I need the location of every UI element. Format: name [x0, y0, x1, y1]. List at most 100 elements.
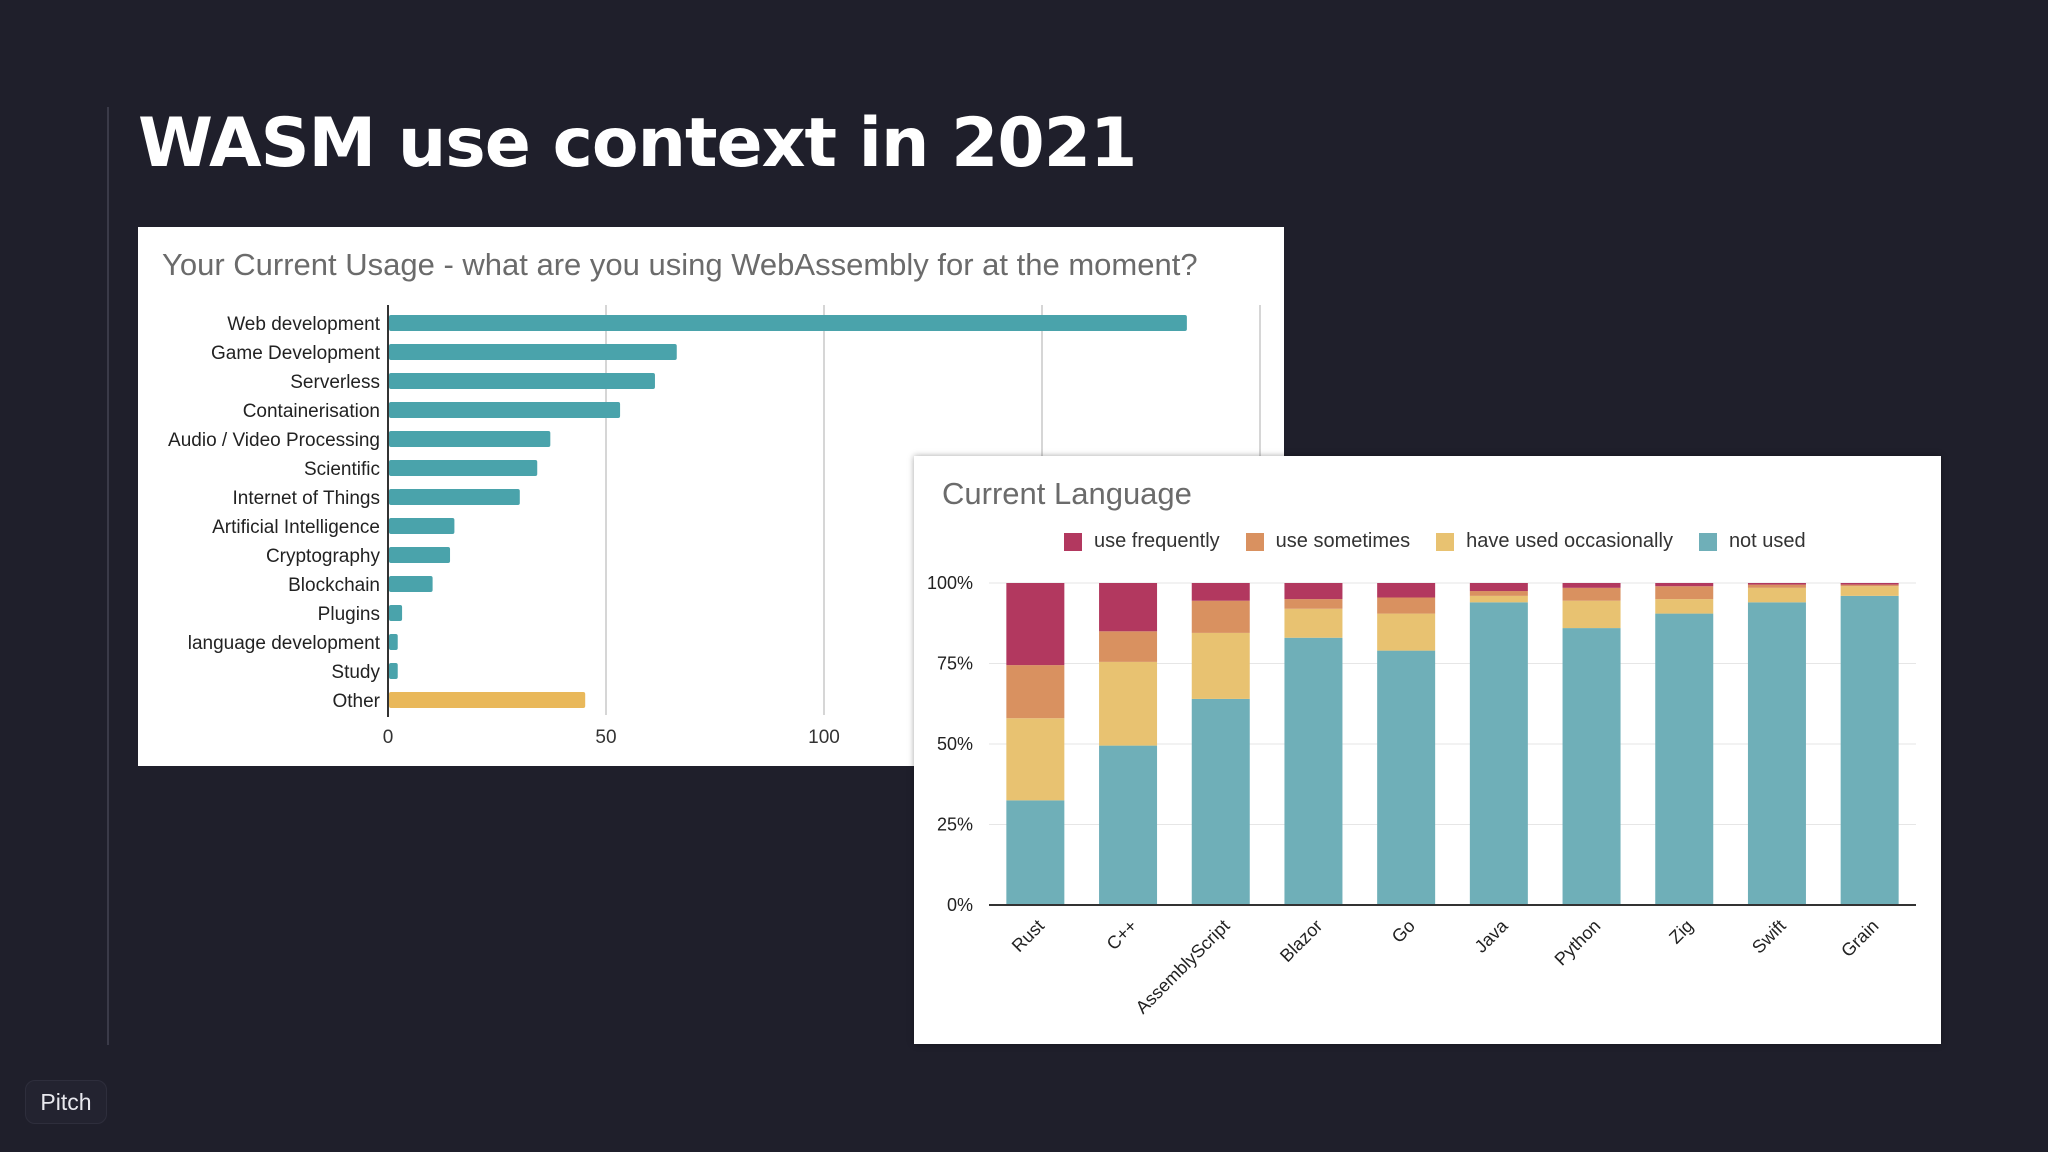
- usage-x-tick-label: 0: [383, 727, 394, 748]
- usage-category-label: Blockchain: [288, 575, 380, 596]
- lang-stack-segment: [1840, 586, 1899, 596]
- lang-x-category-label: Zig: [1665, 916, 1697, 948]
- lang-x-category-label: Blazor: [1276, 916, 1326, 966]
- usage-chart-svg: 0 50 100 Web development Game Development Ser…: [168, 305, 1261, 748]
- legend-label: have used occasionally: [1466, 530, 1673, 552]
- legend-swatch: [1698, 532, 1717, 551]
- lang-stack-segment: [1006, 800, 1065, 905]
- lang-stack-segment: [1469, 591, 1528, 596]
- usage-bar: [389, 518, 455, 534]
- lang-stack-segment: [1284, 599, 1343, 609]
- lang-x-category-label: Java: [1471, 915, 1513, 957]
- slide-title: WASM use context in 2021: [138, 104, 1137, 183]
- usage-x-tick-label: 50: [595, 727, 616, 748]
- legend-swatch: [1064, 532, 1082, 551]
- lang-stack-segment: [1191, 600, 1250, 633]
- usage-bar: [389, 402, 621, 418]
- lang-stack-segment: [1191, 632, 1250, 699]
- lang-stack-segment: [1655, 586, 1714, 600]
- language-chart-svg: 0% 25% 50% 75% 100% Rust C++AssemblyScript Blaz…: [927, 573, 1916, 1018]
- legend-label: use sometimes: [1275, 530, 1411, 552]
- usage-category-label: Serverless: [290, 372, 380, 393]
- lang-stack-segment: [1099, 745, 1158, 905]
- usage-x-tick-label: 100: [808, 727, 840, 748]
- lang-stack-segment: [1377, 597, 1436, 614]
- legend-item: use sometimes: [1245, 530, 1411, 553]
- lang-x-category-label: Rust: [1008, 916, 1048, 956]
- lang-stack-segment: [1562, 628, 1621, 905]
- usage-category-label: language development: [188, 633, 381, 654]
- usage-category-label: Internet of Things: [232, 488, 380, 509]
- lang-x-category-label: AssemblyScript: [1132, 916, 1234, 1018]
- usage-bar: [389, 344, 677, 360]
- usage-bar: [389, 576, 433, 592]
- lang-stack-segment: [1377, 650, 1436, 905]
- usage-bar: [389, 634, 398, 650]
- legend-swatch: [1245, 532, 1264, 551]
- usage-bar: [389, 373, 655, 389]
- lang-stack-segment: [1469, 583, 1528, 592]
- legend-item: not used: [1698, 530, 1806, 553]
- lang-stack-segment: [1006, 583, 1065, 666]
- language-chart-title: Current Language: [942, 476, 1192, 511]
- usage-category-label: Audio / Video Processing: [168, 430, 380, 451]
- lang-stack-segment: [1655, 583, 1714, 587]
- usage-bar: [389, 315, 1187, 331]
- usage-bar: [389, 489, 520, 505]
- lang-y-tick-label: 50%: [937, 734, 973, 754]
- lang-stack-segment: [1562, 587, 1621, 601]
- lang-stack-segment: [1006, 718, 1065, 801]
- usage-chart-title: Your Current Usage - what are you using …: [162, 247, 1198, 282]
- lang-y-tick-label: 0%: [947, 895, 973, 915]
- lang-stack-segment: [1840, 595, 1899, 905]
- lang-stack-segment: [1469, 602, 1528, 905]
- lang-stack-segment: [1840, 583, 1899, 585]
- lang-stack-segment: [1840, 584, 1899, 587]
- pitch-logo: Pitch: [25, 1080, 107, 1124]
- lang-stack-segment: [1099, 631, 1158, 662]
- slide-accent-line: [107, 107, 109, 1045]
- legend-swatch: [1436, 532, 1455, 551]
- lang-stack-segment: [1006, 665, 1065, 719]
- usage-category-label: Artificial Intelligence: [212, 517, 380, 538]
- usage-bar: [389, 692, 586, 708]
- lang-y-tick-label: 100%: [927, 573, 973, 593]
- lang-y-tick-label: 25%: [937, 815, 973, 835]
- legend-label: use frequently: [1094, 530, 1220, 552]
- language-chart-card: Current Language use frequently use somet…: [914, 456, 1941, 1044]
- lang-stack-segment: [1284, 583, 1343, 600]
- lang-stack-segment: [1469, 595, 1528, 603]
- lang-stack-segment: [1284, 608, 1343, 638]
- legend-label: not used: [1728, 530, 1806, 552]
- usage-bar: [389, 663, 398, 679]
- usage-category-label: Cryptography: [266, 546, 381, 567]
- usage-category-label: Web development: [227, 314, 381, 335]
- lang-x-category-label: C++: [1103, 916, 1141, 954]
- usage-bar: [389, 605, 403, 621]
- lang-stack-segment: [1747, 584, 1806, 588]
- lang-stack-segment: [1562, 600, 1621, 629]
- usage-bar: [389, 547, 451, 563]
- lang-stack-segment: [1655, 599, 1714, 614]
- usage-category-label: Game Development: [211, 343, 381, 364]
- lang-x-category-label: Grain: [1837, 916, 1882, 961]
- lang-stack-segment: [1562, 583, 1621, 588]
- usage-category-label: Other: [332, 691, 380, 712]
- usage-bar: [389, 431, 551, 447]
- language-chart-legend: use frequently use sometimes have used occ…: [1064, 530, 1806, 553]
- lang-stack-segment: [1747, 583, 1806, 585]
- usage-category-label: Study: [331, 662, 380, 683]
- lang-stack-segment: [1655, 613, 1714, 905]
- usage-bar: [389, 460, 538, 476]
- lang-x-category-label: Swift: [1748, 916, 1790, 958]
- lang-y-tick-label: 75%: [937, 654, 973, 674]
- lang-stack-segment: [1284, 637, 1343, 905]
- lang-stack-segment: [1747, 602, 1806, 905]
- lang-stack-segment: [1099, 661, 1158, 746]
- lang-stack-segment: [1747, 587, 1806, 603]
- usage-category-label: Plugins: [318, 604, 380, 625]
- lang-x-category-label: Go: [1388, 916, 1419, 947]
- usage-category-label: Scientific: [304, 459, 380, 480]
- legend-item: have used occasionally: [1436, 530, 1673, 553]
- lang-x-category-label: Python: [1551, 916, 1605, 970]
